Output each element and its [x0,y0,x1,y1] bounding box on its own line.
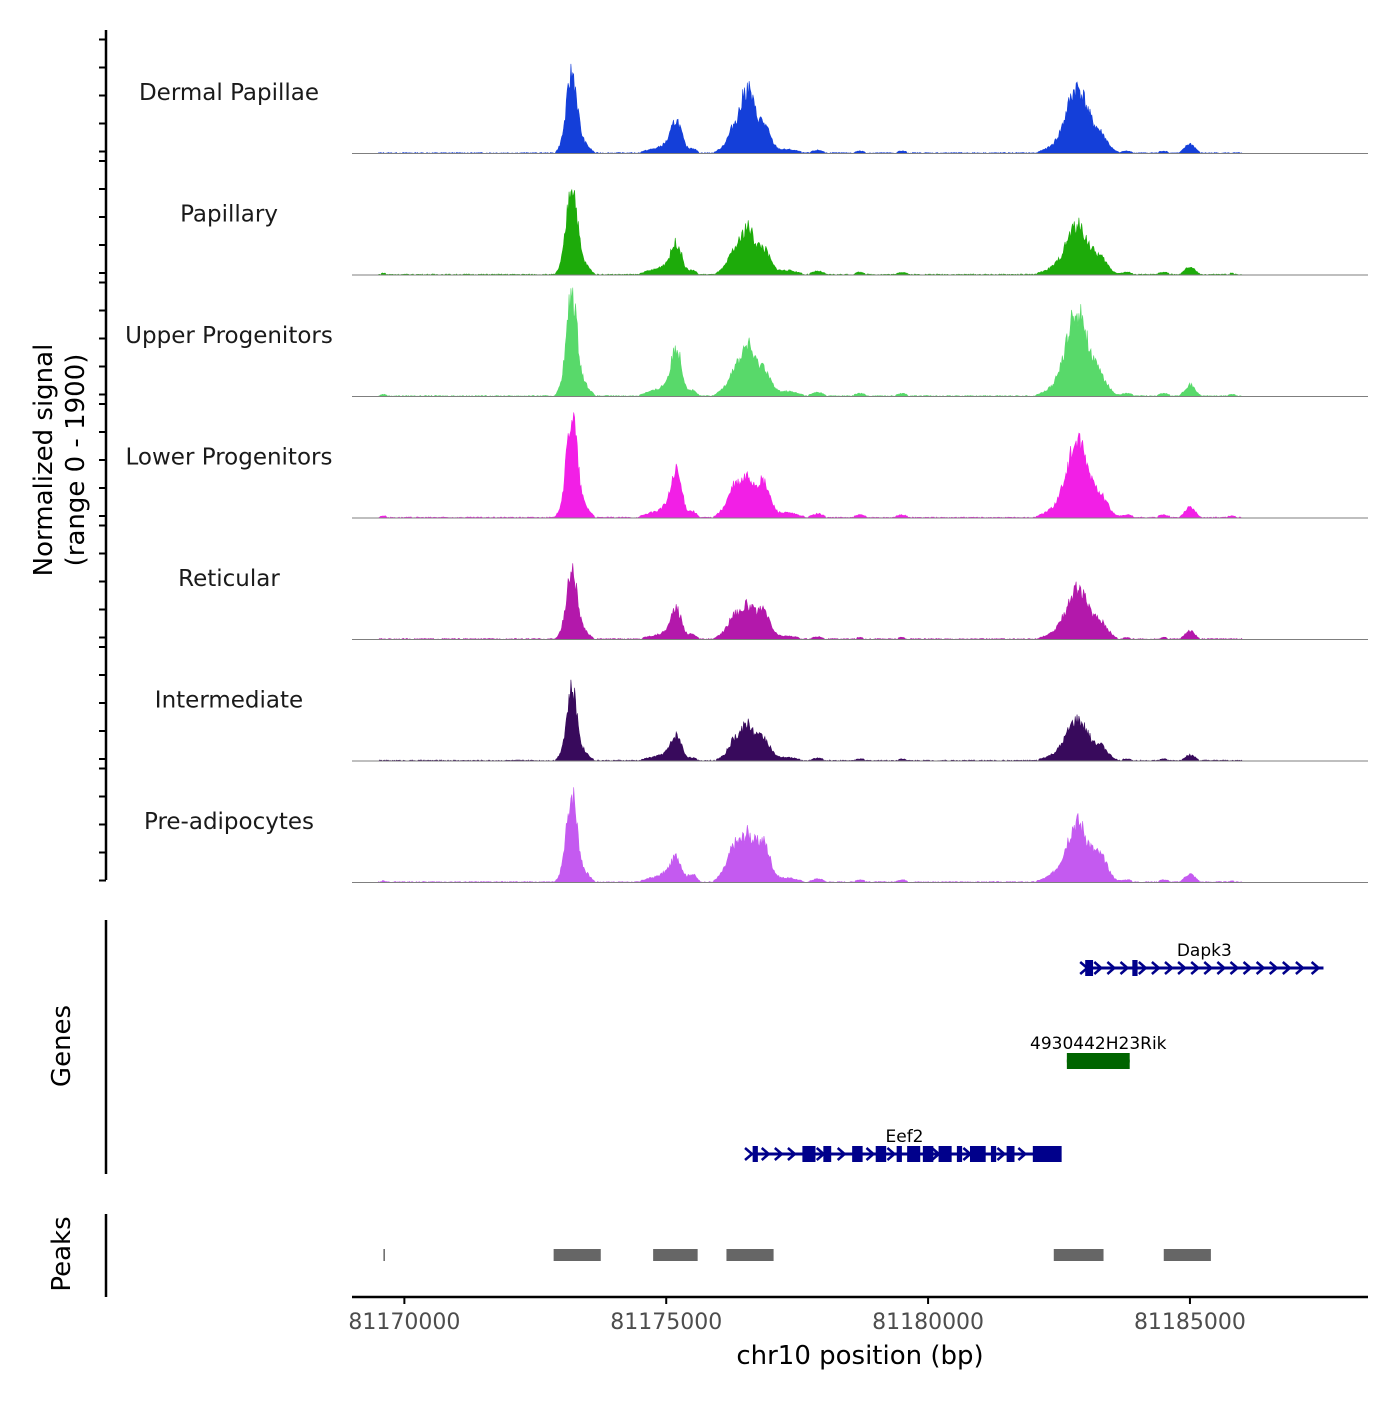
gene-exon [752,1146,758,1162]
coverage-track: Papillary [180,188,1368,276]
coverage-area [352,412,1368,519]
gene-exon [938,1146,952,1162]
peak-interval [726,1249,774,1261]
coverage-panel: Dermal Papillae Papillary Upper Progenitor… [99,30,1368,883]
strand-arrow [1310,961,1321,975]
track-label: Pre-adipocytes [144,809,314,835]
coverage-area [352,679,1368,762]
track-label: Papillary [180,202,278,228]
coverage-track: Pre-adipocytes [144,787,1368,883]
gene-exon [1066,1053,1130,1069]
gene-label: Dapk3 [1177,941,1232,961]
peaks-y-label: Peaks [47,1216,77,1291]
strand-arrow [787,1147,797,1161]
strand-arrow [1242,961,1253,975]
gene-exon [896,1146,902,1162]
strand-arrow [1203,961,1214,975]
strand-arrow [1106,961,1117,975]
coverage-track: Dermal Papillae [139,63,1368,154]
gene-exon [1032,1146,1062,1162]
strand-arrow [774,1147,784,1161]
gene-exon [922,1146,934,1162]
gene-exon [875,1146,887,1162]
strand-arrow [865,1147,876,1161]
peak-interval [653,1249,698,1261]
track-label: Lower Progenitors [126,445,333,471]
coverage-area [352,63,1368,154]
strand-arrow [1119,961,1130,975]
strand-arrow [1079,961,1090,975]
peak-interval [383,1249,385,1261]
strand-arrow [1255,961,1266,975]
strand-arrow [1268,961,1279,975]
track-label: Upper Progenitors [125,323,333,349]
coverage-y-axis [99,30,108,882]
track-label: Dermal Papillae [139,80,319,106]
peak-interval [1053,1249,1104,1261]
gene-exon [1085,960,1094,976]
strand-arrow [815,1147,826,1161]
gene-exon [969,1146,986,1162]
x-tick-label: 81180000 [872,1310,984,1335]
strand-arrow [744,1147,754,1161]
strand-arrow [760,1147,771,1161]
peaks-panel [104,1214,1211,1297]
gene-exon [907,1146,921,1162]
gene-label: Eef2 [886,1127,924,1147]
gene: 4930442H23Rik [1030,1034,1167,1069]
strand-arrow [962,1147,973,1161]
strand-arrow [996,1147,1007,1161]
gene-exon [956,1146,963,1162]
strand-arrow [886,1147,897,1161]
strand-arrow [1137,961,1148,975]
genes-y-label: Genes [47,1005,77,1087]
gene: Dapk3 [1079,941,1324,976]
track-label: Reticular [178,566,280,592]
coverage-track: Lower Progenitors [126,412,1368,519]
coverage-area [352,287,1368,397]
strand-arrow [1216,961,1227,975]
coverage-area [352,563,1368,640]
x-axis-label: chr10 position (bp) [736,1341,983,1371]
strand-arrow [931,1147,941,1161]
coverage-area [352,787,1368,883]
x-tick-label: 81185000 [1134,1310,1246,1335]
gene-exon [1132,960,1138,976]
coverage-y-label-line2: (range 0 - 1900) [61,354,91,567]
gene-exon [802,1146,816,1162]
strand-arrow [1151,961,1161,975]
strand-arrow [836,1147,847,1161]
x-axis: 81170000 81175000 81180000 81185000 [348,1295,1368,1335]
coverage-track: Upper Progenitors [125,287,1368,397]
gene-exon [823,1146,832,1162]
strand-arrow [1177,961,1188,975]
strand-arrow [1093,961,1104,975]
strand-arrow [1229,961,1240,975]
gene: Eef2 [744,1127,1062,1162]
strand-arrow [1295,961,1305,975]
strand-arrow [1190,961,1201,975]
track-label: Intermediate [155,688,303,714]
coverage-track: Intermediate [155,679,1368,762]
strand-arrow [1164,961,1174,975]
coverage-track: Reticular [178,563,1368,640]
coverage-area [352,188,1368,276]
gene-exon [852,1146,863,1162]
strand-arrow [1017,1147,1028,1161]
gene-exon [1006,1146,1015,1162]
peak-interval [553,1249,601,1261]
x-tick-label: 81170000 [348,1310,460,1335]
peak-interval [1163,1249,1211,1261]
coverage-y-label-line1: Normalized signal [29,344,59,577]
x-tick-label: 81175000 [610,1310,722,1335]
gene-exon [990,1146,997,1162]
strand-arrow [1282,961,1292,975]
genes-panel: Dapk3 4930442H23Rik Eef2 [104,920,1324,1174]
gene-label: 4930442H23Rik [1030,1034,1167,1054]
